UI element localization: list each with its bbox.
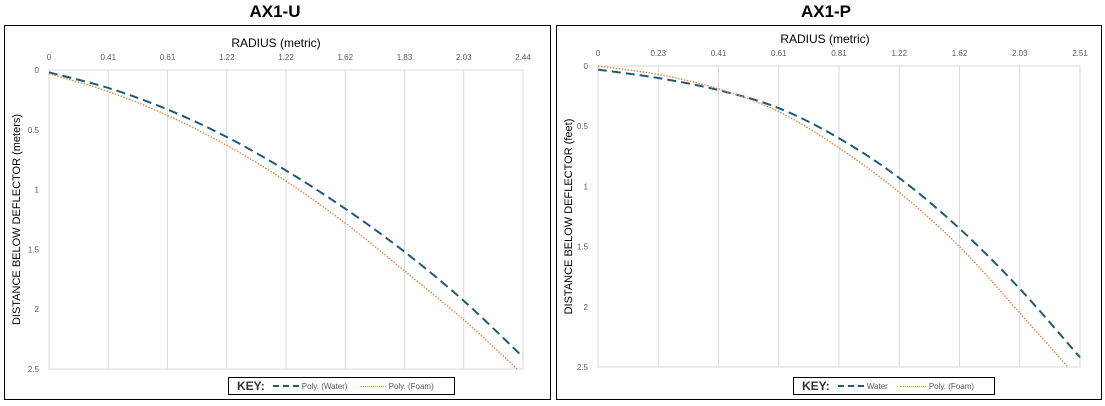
x-tick-label: 0: [596, 49, 601, 58]
y-tick-label: 0: [35, 66, 40, 75]
legend-label: Poly. (Foam): [388, 381, 434, 391]
legend-swatch-water: [837, 385, 864, 387]
x-tick-label: 0.61: [160, 53, 176, 62]
x-tick-label: 1.62: [337, 53, 353, 62]
series-line-water: [597, 68, 1081, 359]
y-axis-title: DISTANCE BELOW DEFLECTOR (feet): [563, 119, 575, 315]
x-tick-label: 2.03: [456, 53, 472, 62]
chart-title-right: AX1-P: [800, 2, 852, 21]
x-tick-label: 1.22: [219, 53, 235, 62]
y-tick-label: 1.5: [577, 243, 589, 252]
series-line-water: [48, 71, 524, 358]
x-tick-label: 1.62: [952, 49, 968, 58]
x-tick-label: 0.61: [771, 49, 787, 58]
y-tick-label: 1: [584, 182, 589, 191]
legend-label: Poly. (Water): [301, 381, 348, 391]
x-axis-title: RADIUS (metric): [231, 36, 320, 50]
legend-label: Poly. (Foam): [928, 381, 975, 391]
legend-swatch-water: [272, 385, 299, 387]
legend-left: KEY: Poly. (Water) Poly. (Foam): [228, 377, 455, 395]
x-tick-label: 0: [47, 53, 52, 62]
x-tick-label: 0.41: [711, 49, 727, 58]
series-line-foam: [48, 72, 518, 370]
x-tick-label: 1.22: [278, 53, 294, 62]
legend-swatch-foam: [359, 385, 386, 387]
y-tick-label: 1: [35, 186, 40, 195]
x-tick-label: 0.81: [831, 49, 847, 58]
y-tick-label: 0.5: [28, 126, 40, 135]
chart-title-left: AX1-U: [249, 2, 301, 21]
series-line-foam: [597, 65, 1069, 368]
legend-label: Water: [866, 381, 888, 391]
y-tick-label: 2: [584, 303, 589, 312]
y-tick-label: 0.5: [577, 122, 589, 131]
x-tick-label: 2.44: [515, 53, 531, 62]
y-tick-label: 2.5: [577, 363, 589, 372]
x-tick-label: 2.51: [1072, 49, 1088, 58]
legend-title: KEY:: [237, 379, 265, 393]
chart-panel-left: KEY: Poly. (Water) Poly. (Foam): [4, 25, 551, 400]
x-axis-title: RADIUS (metric): [780, 32, 869, 46]
x-tick-label: 1.83: [397, 53, 413, 62]
x-tick-label: 0.41: [100, 53, 116, 62]
y-axis-title: DISTANCE BELOW DEFLECTOR (meters): [11, 114, 23, 325]
y-tick-label: 2.5: [28, 365, 40, 374]
x-tick-label: 1.22: [891, 49, 907, 58]
y-tick-label: 1.5: [28, 245, 40, 254]
legend-title: KEY:: [802, 379, 830, 393]
y-tick-label: 2: [35, 305, 40, 314]
x-tick-label: 0.23: [650, 49, 666, 58]
x-tick-label: 2.03: [1012, 49, 1028, 58]
legend-right: KEY: Water Poly. (Foam): [793, 377, 996, 395]
legend-swatch-foam: [899, 385, 926, 387]
y-tick-label: 0: [584, 62, 589, 71]
chart-panel-right: KEY: Water Poly. (Foam): [556, 25, 1102, 400]
